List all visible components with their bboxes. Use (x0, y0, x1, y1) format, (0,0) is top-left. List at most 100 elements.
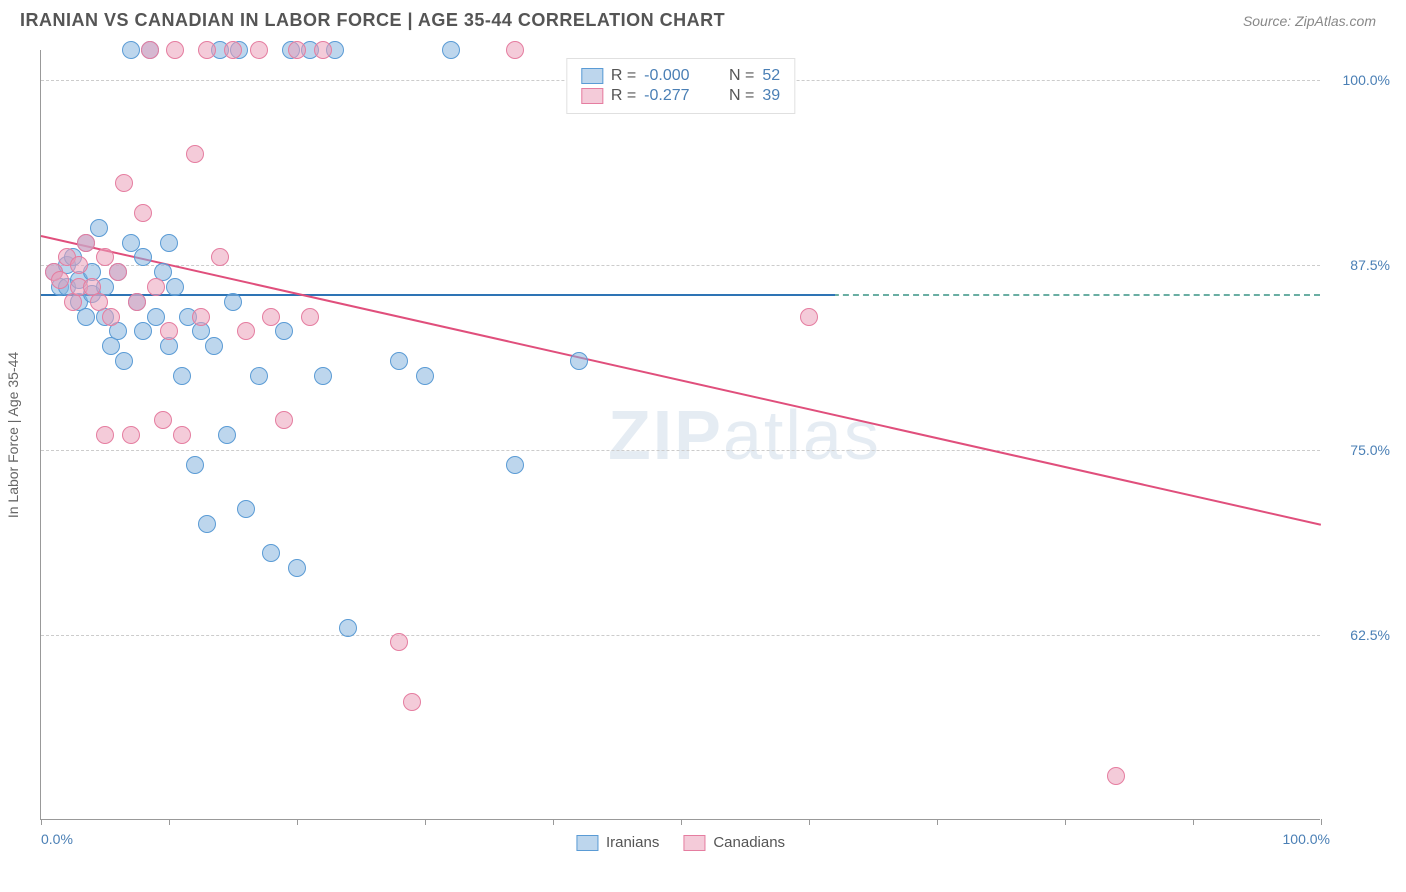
chart-title: IRANIAN VS CANADIAN IN LABOR FORCE | AGE… (20, 10, 725, 31)
data-point (250, 367, 268, 385)
gridline-h (41, 450, 1320, 451)
legend-item: Canadians (683, 834, 785, 851)
gridline-h (41, 635, 1320, 636)
y-tick-label: 62.5% (1330, 627, 1390, 643)
data-point (390, 352, 408, 370)
x-tick (1193, 819, 1194, 825)
x-tick (425, 819, 426, 825)
data-point (122, 234, 140, 252)
watermark: ZIPatlas (608, 395, 881, 475)
legend-swatch (683, 835, 705, 851)
data-point (134, 204, 152, 222)
data-point (570, 352, 588, 370)
x-tick (1065, 819, 1066, 825)
trend-line-canadians (41, 235, 1321, 526)
data-point (224, 41, 242, 59)
legend-stats: R = -0.000 N = 52 R = -0.277 N = 39 (566, 58, 795, 114)
data-point (416, 367, 434, 385)
data-point (77, 308, 95, 326)
data-point (147, 308, 165, 326)
data-point (442, 41, 460, 59)
data-point (262, 544, 280, 562)
data-point (186, 456, 204, 474)
y-axis-title: In Labor Force | Age 35-44 (5, 351, 21, 517)
data-point (275, 411, 293, 429)
data-point (160, 322, 178, 340)
legend-label: Canadians (713, 834, 785, 851)
data-point (506, 41, 524, 59)
x-axis-label-right: 100.0% (1283, 831, 1330, 847)
data-point (134, 322, 152, 340)
x-tick (169, 819, 170, 825)
data-point (77, 234, 95, 252)
data-point (70, 256, 88, 274)
data-point (224, 293, 242, 311)
data-point (166, 278, 184, 296)
data-point (147, 278, 165, 296)
y-tick-label: 75.0% (1330, 442, 1390, 458)
data-point (262, 308, 280, 326)
data-point (122, 41, 140, 59)
data-point (314, 41, 332, 59)
data-point (314, 367, 332, 385)
data-point (90, 293, 108, 311)
data-point (90, 219, 108, 237)
data-point (198, 41, 216, 59)
data-point (301, 308, 319, 326)
y-tick-label: 87.5% (1330, 257, 1390, 273)
data-point (173, 367, 191, 385)
chart-source: Source: ZipAtlas.com (1243, 13, 1376, 29)
data-point (134, 248, 152, 266)
data-point (288, 559, 306, 577)
data-point (160, 234, 178, 252)
data-point (115, 352, 133, 370)
data-point (166, 41, 184, 59)
x-tick (41, 819, 42, 825)
legend-series: Iranians Canadians (576, 834, 785, 851)
data-point (198, 515, 216, 533)
scatter-chart: In Labor Force | Age 35-44 ZIPatlas 62.5… (40, 50, 1320, 820)
data-point (115, 174, 133, 192)
data-point (186, 145, 204, 163)
data-point (128, 293, 146, 311)
x-tick (297, 819, 298, 825)
legend-label: Iranians (606, 834, 659, 851)
data-point (122, 426, 140, 444)
data-point (109, 263, 127, 281)
gridline-h (41, 265, 1320, 266)
data-point (51, 271, 69, 289)
x-tick (809, 819, 810, 825)
x-tick (937, 819, 938, 825)
legend-item: Iranians (576, 834, 659, 851)
data-point (1107, 767, 1125, 785)
y-tick-label: 100.0% (1330, 72, 1390, 88)
legend-stats-row: R = -0.277 N = 39 (581, 87, 780, 105)
x-axis-label-left: 0.0% (41, 831, 73, 847)
data-point (102, 308, 120, 326)
data-point (96, 248, 114, 266)
data-point (237, 500, 255, 518)
data-point (237, 322, 255, 340)
x-tick (681, 819, 682, 825)
legend-stats-row: R = -0.000 N = 52 (581, 67, 780, 85)
data-point (506, 456, 524, 474)
data-point (96, 426, 114, 444)
data-point (250, 41, 268, 59)
data-point (192, 308, 210, 326)
data-point (141, 41, 159, 59)
data-point (211, 248, 229, 266)
data-point (173, 426, 191, 444)
data-point (275, 322, 293, 340)
legend-swatch (581, 88, 603, 104)
x-tick (553, 819, 554, 825)
data-point (218, 426, 236, 444)
data-point (800, 308, 818, 326)
legend-swatch (576, 835, 598, 851)
data-point (403, 693, 421, 711)
chart-header: IRANIAN VS CANADIAN IN LABOR FORCE | AGE… (0, 0, 1406, 41)
data-point (205, 337, 223, 355)
legend-swatch (581, 68, 603, 84)
data-point (390, 633, 408, 651)
data-point (154, 411, 172, 429)
data-point (288, 41, 306, 59)
